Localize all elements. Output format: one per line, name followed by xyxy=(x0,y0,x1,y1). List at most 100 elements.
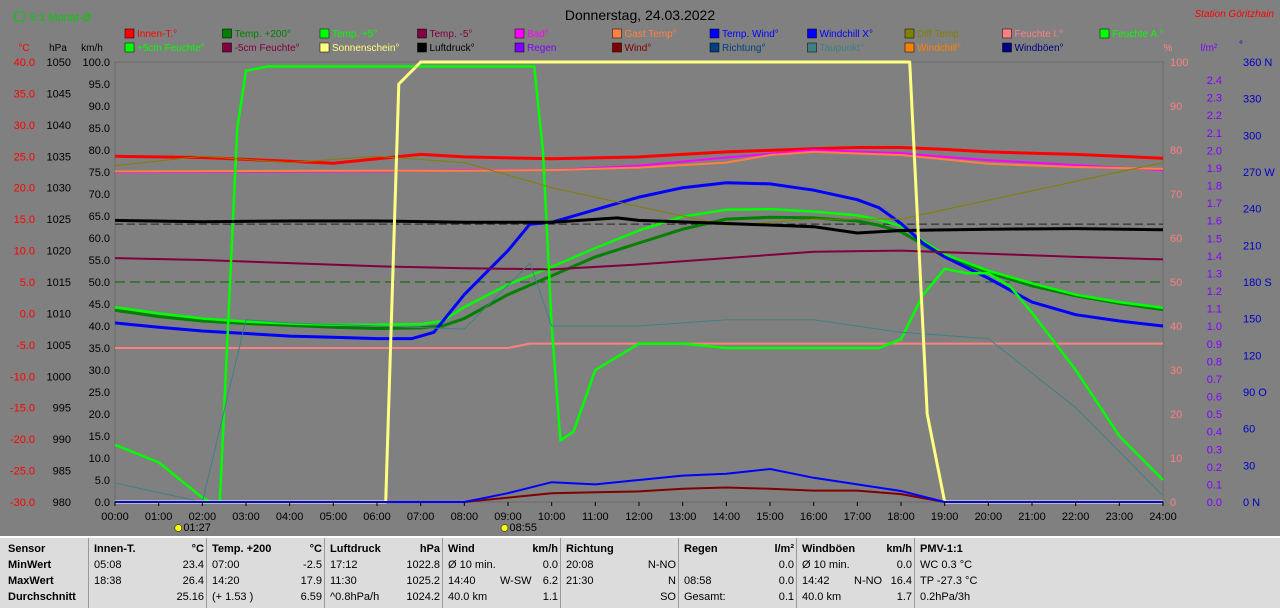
legend-item[interactable]: Richtung° xyxy=(709,42,765,54)
time-tick-label: 24:00 xyxy=(1149,511,1177,523)
statistics-panel: Sensor MinWert MaxWert Durchschnitt Innen-T.… xyxy=(0,536,1280,608)
legend-item[interactable]: Feuchte A.° xyxy=(1099,28,1164,40)
humidity-unit-label: % xyxy=(1164,43,1173,54)
direction-unit-label: ° xyxy=(1239,40,1243,51)
legend-swatch xyxy=(417,28,427,39)
legend-item[interactable]: Temp. +5° xyxy=(319,28,377,40)
legend-swatch xyxy=(1002,42,1012,53)
stats-cell-label: 21:30 xyxy=(566,575,594,587)
stats-column-unit: l/m² xyxy=(774,543,794,555)
rain-tick-label: 0.5 xyxy=(1207,409,1222,421)
legend-label: Gast Temp° xyxy=(625,29,677,40)
stats-column-title: Innen-T. xyxy=(94,543,136,555)
humidity-tick-label: 100 xyxy=(1170,57,1188,69)
stats-separator xyxy=(206,538,207,608)
chart-background xyxy=(0,0,1280,536)
pressure-tick-label: 1045 xyxy=(47,88,71,100)
humidity-tick-label: 30 xyxy=(1170,365,1182,377)
legend-item[interactable]: Regen xyxy=(514,42,556,54)
wind-tick-label: 80.0 xyxy=(89,145,110,157)
time-tick-label: 13:00 xyxy=(669,511,697,523)
stats-cell-label: 17:12 xyxy=(330,559,358,571)
legend-label: Diff Temp. xyxy=(917,29,962,40)
time-tick-label: 23:00 xyxy=(1106,511,1134,523)
temp-tick-label: -25.0 xyxy=(10,466,35,478)
pressure-tick-label: 1030 xyxy=(47,183,71,195)
legend-item[interactable]: Innen-T.° xyxy=(124,28,177,40)
time-tick-label: 15:00 xyxy=(756,511,784,523)
legend-item[interactable]: Wind° xyxy=(612,42,652,54)
rain-tick-label: 1.9 xyxy=(1207,163,1222,175)
series-wind xyxy=(115,486,1163,503)
rain-tick-label: 1.4 xyxy=(1207,251,1222,263)
legend-item[interactable]: Bad° xyxy=(514,28,549,40)
legend-item[interactable]: Temp. +200° xyxy=(222,28,292,40)
stats-cell-value: 0.0 xyxy=(778,575,794,587)
legend-swatch xyxy=(124,42,135,53)
direction-tick-label: 150 xyxy=(1243,314,1261,326)
stats-cell-value: 0.1 xyxy=(778,591,794,603)
legend-item[interactable]: Windböen° xyxy=(1002,42,1064,54)
legend-label: Windchill° xyxy=(917,43,961,54)
stats-cell-label: Ø 10 min. xyxy=(448,559,496,571)
stats-column: Innen-T. °C 05:08 23.4 18:38 26.4 25.16 xyxy=(94,541,204,607)
legend-item[interactable]: +5cm Feuchte° xyxy=(124,42,205,54)
direction-tick-label: 180 S xyxy=(1243,277,1272,289)
stats-cell-value: 0.0 xyxy=(896,559,912,571)
stats-cell-value: 1.7 xyxy=(896,591,912,603)
temp-tick-label: 10.0 xyxy=(14,246,35,258)
legend-item[interactable]: Gast Temp° xyxy=(612,28,677,40)
direction-tick-label: 270 W xyxy=(1243,167,1275,179)
stats-column: Wind km/h Ø 10 min. 0.0 14:40 W-SW 6.2 40.0 km 1… xyxy=(448,541,558,607)
rain-tick-label: 0.7 xyxy=(1207,374,1222,386)
legend-swatch xyxy=(1099,28,1110,39)
wind-tick-label: 90.0 xyxy=(89,101,110,113)
stats-cell-value: SO xyxy=(660,591,676,603)
legend-item[interactable]: Temp. -5° xyxy=(417,28,473,40)
stats-cell-value: -2.5 xyxy=(303,559,322,571)
time-tick-label: 19:00 xyxy=(931,511,959,523)
legend-item[interactable]: Temp. Wind° xyxy=(709,28,779,40)
legend-item[interactable]: Taupunkt° xyxy=(807,42,865,54)
time-tick-label: 11:00 xyxy=(582,511,609,523)
stats-cell-value: 1022.8 xyxy=(406,559,440,571)
sunset-marker-label: 08:55 xyxy=(510,522,538,534)
wind-unit-label: km/h xyxy=(81,43,103,54)
legend-item[interactable]: Diff Temp. xyxy=(904,28,962,40)
legend-item[interactable]: Windchill° xyxy=(904,42,961,54)
wind-tick-label: 75.0 xyxy=(89,167,110,179)
right-axes: 10090807060504030201002.42.32.22.12.01.9… xyxy=(1170,57,1275,509)
legend-item[interactable]: Luftdruck° xyxy=(417,42,475,54)
legend-item[interactable]: Windchill X° xyxy=(807,28,873,40)
legend-swatch xyxy=(807,42,817,53)
stats-cell-label: 14:20 xyxy=(212,575,240,587)
legend-item[interactable]: Sonnenschein° xyxy=(319,42,399,54)
stats-cell-label: ^0.8hPa/h xyxy=(330,591,380,603)
stats-column: Windböen km/h Ø 10 min. 0.0 14:42 N-NO 16.4 40.… xyxy=(802,541,912,607)
wind-tick-label: 5.0 xyxy=(95,475,110,487)
legend-item[interactable]: -5cm Feuchte° xyxy=(222,42,300,54)
legend-item[interactable]: Feuchte I.° xyxy=(1002,28,1063,40)
series-temp-5 xyxy=(114,249,1164,271)
legend-label: Regen xyxy=(527,43,556,54)
series-windb-en xyxy=(115,468,1163,503)
stats-cell-value: 1.1 xyxy=(542,591,558,603)
time-tick-label: 18:00 xyxy=(887,511,915,523)
stats-column: Regen l/m² 0.0 08:58 0.0 Gesamt: 0.1 xyxy=(684,541,794,607)
time-tick-label: 06:00 xyxy=(363,511,391,523)
series-temp-200 xyxy=(114,215,1164,330)
legend-label: Sonnenschein° xyxy=(332,43,399,54)
time-tick-label: 16:00 xyxy=(800,511,828,523)
stats-cell-value: 6.2 xyxy=(542,575,558,587)
direction-tick-label: 60 xyxy=(1243,424,1255,436)
stats-cell-label: 14:40 xyxy=(448,575,476,587)
legend-label: Luftdruck° xyxy=(430,43,475,54)
rain-tick-label: 1.0 xyxy=(1207,321,1222,333)
legend-label: Bad° xyxy=(527,29,549,40)
pressure-tick-label: 985 xyxy=(53,466,71,478)
time-tick-label: 14:00 xyxy=(713,511,741,523)
axis-units: °C hPa km/h% l/m² ° xyxy=(18,40,1243,54)
monthly-average-checkbox[interactable] xyxy=(14,11,25,22)
stats-cell-label: 40.0 km xyxy=(448,591,488,603)
time-tick-label: 22:00 xyxy=(1062,511,1090,523)
